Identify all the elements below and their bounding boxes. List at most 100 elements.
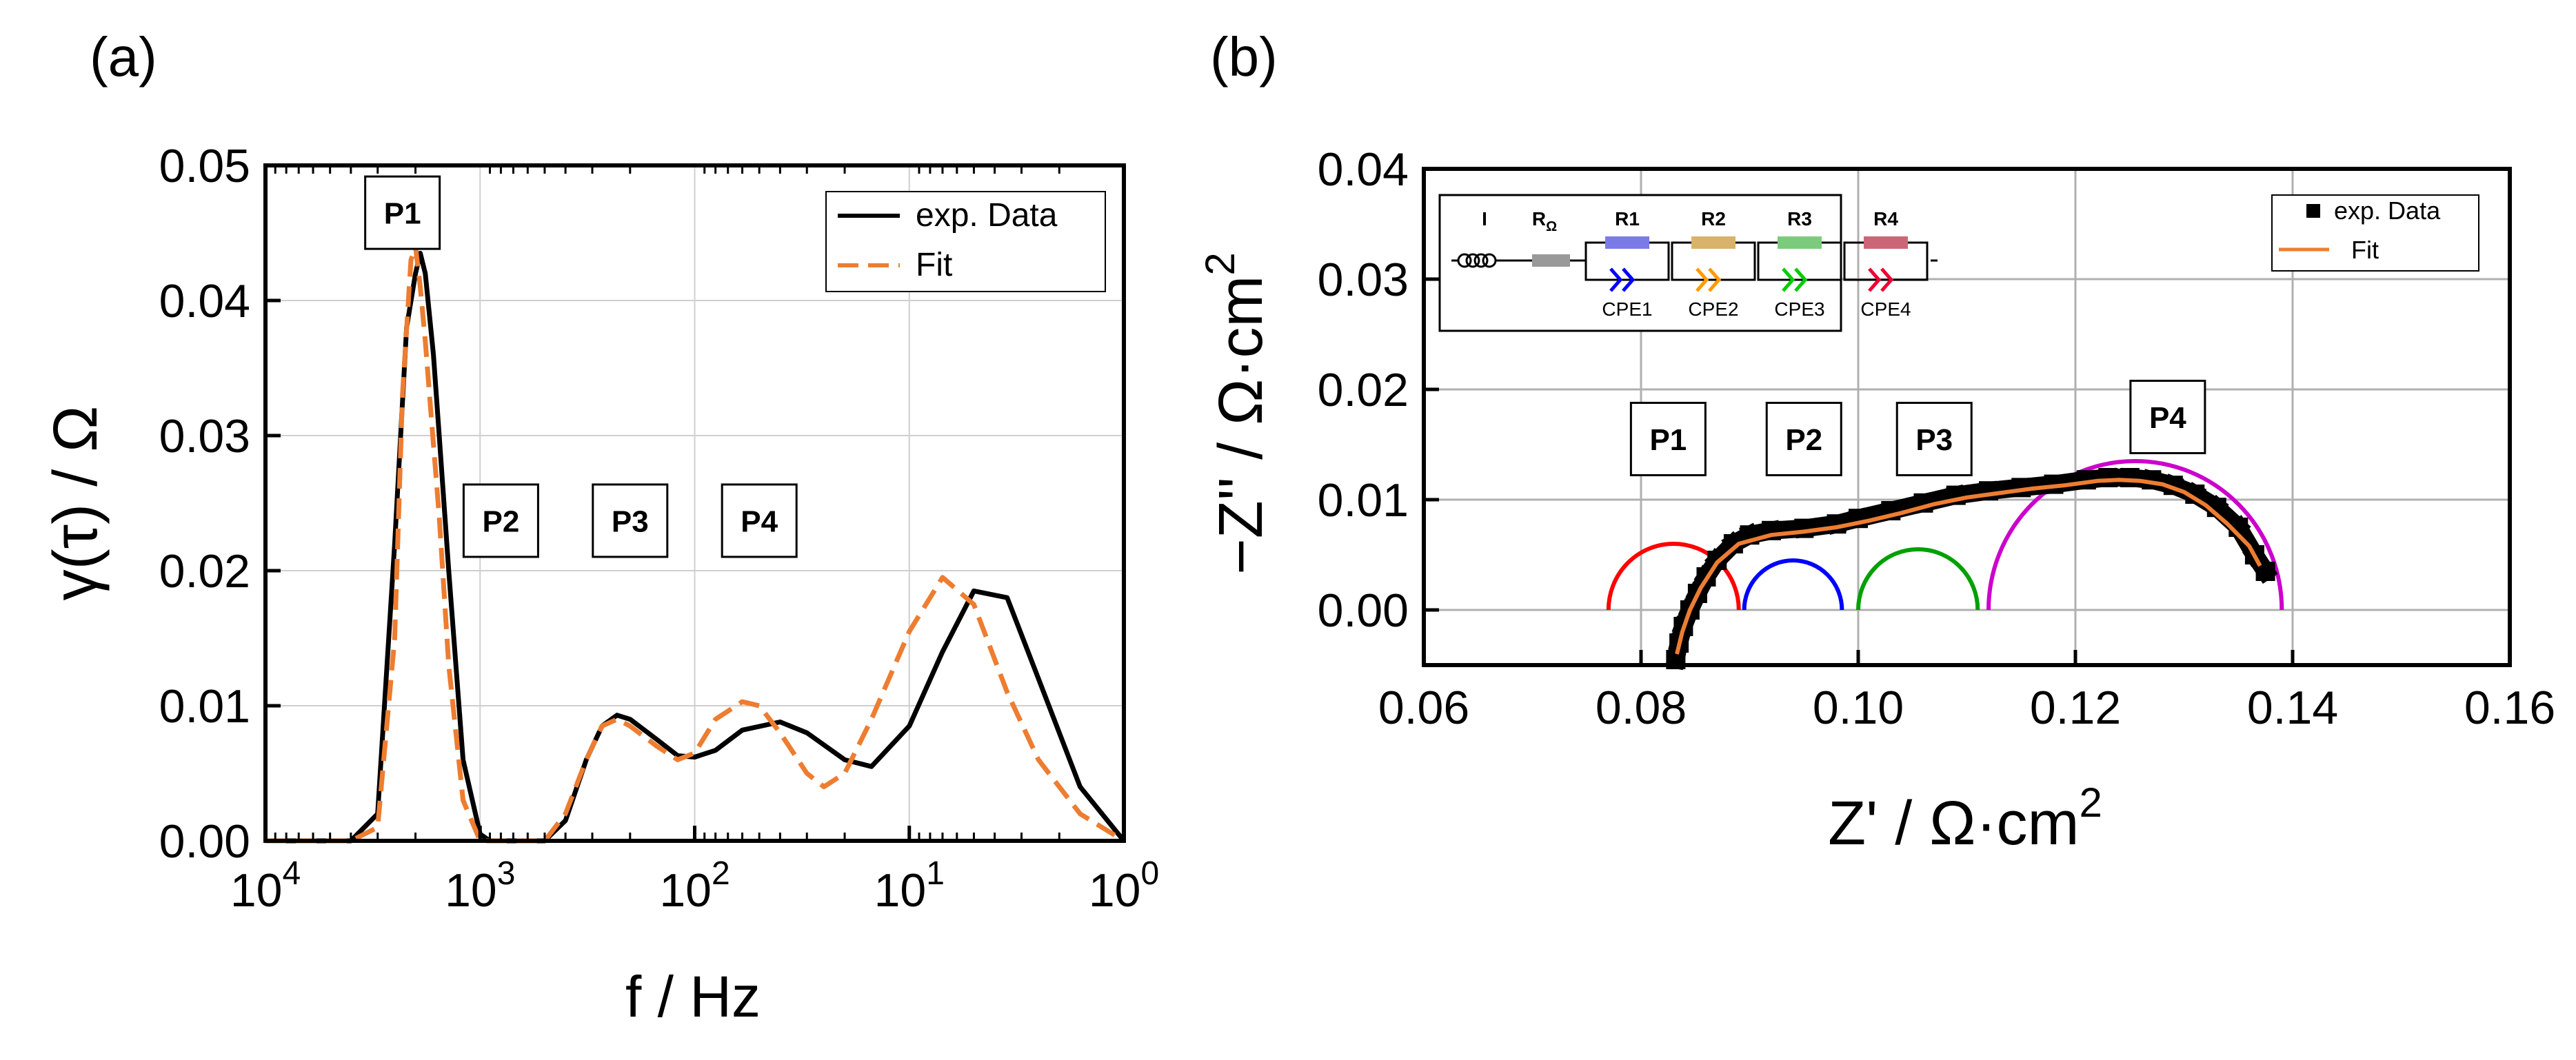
arc-p3 [1856, 547, 1980, 611]
panel-b-x-axis-title: Z' / Ω·cm2 [1828, 779, 2102, 858]
peak-label-box-b [1765, 402, 1842, 476]
circuit-inset-box [1438, 194, 1842, 332]
panel-a-y-axis-title: γ(τ) / Ω [41, 406, 110, 601]
peak-label-box [721, 483, 798, 558]
circuit-label-resistor: R3 [1787, 208, 1812, 230]
panel-a-legend: exp. Data Fit [825, 191, 1106, 292]
legend-label-fit: Fit [916, 247, 952, 283]
circuit-label-resistor: R1 [1615, 208, 1640, 230]
panel-a: (a) 104 103 102 101 100 0.00 0.01 0.02 0.03 0.04 0… [41, 26, 1159, 1029]
panel-a-annotations: P1 P2 P3 P4 [364, 175, 798, 558]
panel-a-y-tick-label: 0.03 [159, 410, 250, 462]
panel-b-plot-frame [1422, 167, 2512, 667]
peak-label-b: P2 [1785, 423, 1822, 457]
panel-a-y-tick-label: 0.05 [159, 140, 250, 192]
panel-b-label: (b) [1210, 26, 1278, 88]
peak-label-box [462, 483, 539, 558]
panel-b-x-tick-label: 0.08 [1596, 682, 1687, 734]
circuit-label-inductor: I [1482, 208, 1487, 230]
arc-p1 [1606, 542, 1741, 611]
panel-b-x-tick-label: 0.12 [2030, 682, 2121, 734]
panel-a-x-tick-label: 101 [874, 855, 945, 917]
panel-a-plot-frame [263, 163, 1126, 843]
panel-b-y-tick-label: 0.02 [1318, 364, 1409, 416]
peak-label-box [592, 483, 669, 558]
panel-a-ticks: 104 103 102 101 100 0.00 0.01 0.02 0.03 0.04 0.05 [159, 140, 1160, 917]
peak-label-box [364, 175, 441, 250]
panel-b-x-axis-title-sup: 2 [2080, 779, 2102, 826]
rc-block-cpe [1782, 267, 1808, 292]
series-line-fit [265, 244, 1125, 844]
panel-a-y-tick-label: 0.02 [159, 545, 250, 598]
panel-b-y-axis-title: −Z'' / Ω·cm2 [1197, 252, 1276, 575]
arc-p2 [1742, 558, 1844, 611]
peak-label: P4 [741, 504, 778, 538]
legend-label-fit-b: Fit [2351, 236, 2379, 264]
peak-label: P2 [482, 504, 519, 538]
legend-swatch-exp-data-b [2306, 204, 2320, 218]
peak-label: P3 [612, 504, 649, 538]
panel-b-y-tick-label: 0.01 [1318, 474, 1409, 527]
panel-a-x-tick-label: 103 [445, 855, 515, 917]
panel-b-y-tick-label: 0.04 [1318, 143, 1409, 196]
panel-a-x-axis-title: f / Hz [625, 964, 761, 1029]
data-point [2120, 468, 2140, 487]
panel-b-series [1606, 458, 2284, 671]
legend-label-exp-data: exp. Data [916, 197, 1058, 234]
peak-label-b: P4 [2149, 401, 2186, 435]
inductor-coil [1465, 253, 1480, 268]
peak-label-b: P3 [1915, 423, 1953, 457]
peak-label-box-b [1629, 402, 1707, 476]
rc-block-resistor [1691, 236, 1735, 249]
panel-b-y-axis-title-sup: 2 [1197, 252, 1243, 275]
arc-p4 [1986, 458, 2284, 611]
resistor-r-ohm [1532, 254, 1570, 267]
panel-b: (b) 0.06 0.08 0.10 0.12 0.14 0.16 0.00 0.01 0.02… [1197, 26, 2555, 858]
panel-a-label: (a) [90, 26, 157, 88]
panel-a-x-tick-label: 102 [659, 855, 729, 917]
rc-block-cpe [1868, 267, 1894, 292]
panel-b-x-tick-label: 0.14 [2247, 682, 2338, 734]
circuit-label-cpe: CPE1 [1602, 298, 1652, 320]
circuit-label-resistor: R4 [1873, 208, 1898, 230]
rc-block-cpe [1609, 267, 1636, 292]
circuit-label-cpe: CPE3 [1774, 298, 1824, 320]
rc-block-resistor [1605, 236, 1649, 249]
circuit-label-resistor: R2 [1701, 208, 1726, 230]
peak-label-box-b [2129, 380, 2206, 454]
panel-a-series [265, 244, 1126, 844]
panel-a-legend-box [825, 191, 1106, 292]
panel-b-x-tick-label: 0.10 [1813, 682, 1904, 734]
rc-block-resistor [1864, 236, 1908, 249]
panel-a-x-tick-label: 104 [230, 855, 301, 917]
panel-b-y-tick-label: 0.03 [1318, 254, 1409, 306]
peak-label-box-b [1895, 402, 1973, 476]
rc-block-cpe [1695, 267, 1722, 292]
panel-b-x-tick-label: 0.16 [2464, 682, 2555, 734]
circuit-label-cpe: CPE4 [1860, 298, 1911, 320]
data-point [1794, 518, 1814, 538]
panel-b-x-axis-title-text: Z' / Ω·cm [1828, 789, 2079, 858]
inductor-coil [1473, 253, 1489, 268]
panel-a-x-tick-label: 100 [1089, 855, 1159, 917]
legend-label-exp-data-b: exp. Data [2334, 196, 2441, 225]
panel-a-y-tick-label: 0.04 [159, 275, 250, 327]
inductor-coil [1457, 253, 1472, 268]
series-line-fit-b [1675, 478, 2262, 655]
panel-b-x-tick-label: 0.06 [1378, 682, 1469, 734]
data-point [2098, 468, 2118, 487]
data-point [1979, 481, 1998, 501]
panel-b-ticks: 0.06 0.08 0.10 0.12 0.14 0.16 0.00 0.01 0.02 0.03… [1318, 143, 2556, 734]
rc-block-resistor [1778, 236, 1822, 249]
panel-b-legend: exp. Data Fit [2271, 194, 2479, 272]
circuit-label-cpe: CPE2 [1688, 298, 1738, 320]
panel-b-y-tick-label: 0.00 [1318, 584, 1409, 637]
panel-b-annotations: P1 P2 P3 P4 [1629, 380, 2206, 476]
panel-b-y-axis-title-text: −Z'' / Ω·cm [1207, 276, 1276, 575]
peak-label-b: P1 [1649, 423, 1687, 457]
panel-a-y-tick-label: 0.01 [159, 680, 250, 733]
panel-a-y-tick-label: 0.00 [159, 815, 250, 868]
peak-label: P1 [384, 197, 421, 231]
